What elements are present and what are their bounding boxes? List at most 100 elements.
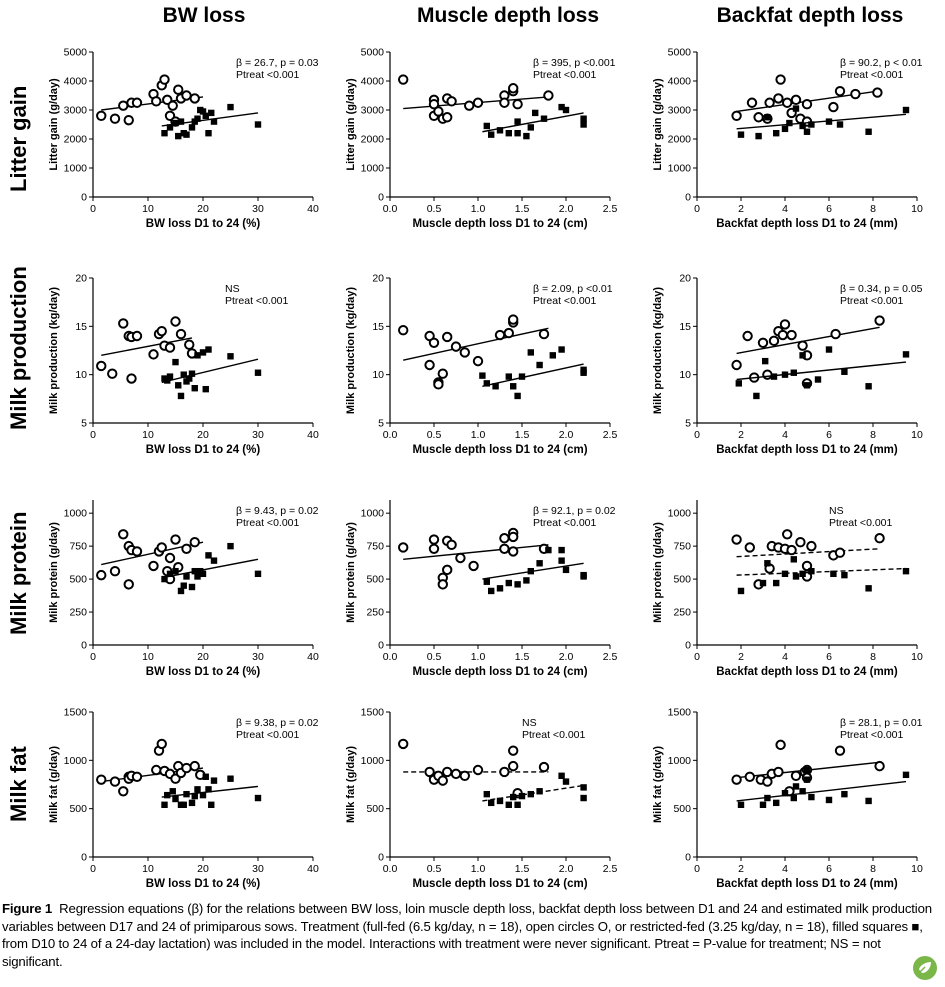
data-point-circle — [472, 97, 484, 108]
y-tick-label: 10 — [372, 369, 384, 381]
data-point-circle — [442, 112, 453, 123]
data-point-square — [483, 790, 490, 798]
data-point-square — [199, 570, 207, 578]
restricted-fed-series — [736, 556, 910, 595]
data-point-circle — [398, 325, 409, 336]
annotation-line: Ptreat <0.001 — [236, 517, 299, 529]
data-point-circle — [156, 325, 167, 337]
data-point-circle — [782, 529, 793, 540]
data-point-circle — [96, 569, 107, 581]
data-point-circle — [795, 536, 806, 548]
data-point-circle — [459, 770, 470, 781]
data-point-circle — [437, 368, 448, 379]
x-tick-label: 1.5 — [515, 429, 530, 441]
data-point-square — [762, 357, 769, 365]
x-tick-label: 2.0 — [559, 651, 574, 663]
data-point-circle — [499, 533, 510, 544]
x-tick-label: 30 — [252, 863, 264, 875]
y-tick-label: 500 — [366, 803, 384, 815]
data-point-circle — [148, 349, 159, 360]
data-point-square — [488, 587, 495, 595]
x-tick-label: 0 — [694, 429, 700, 441]
data-point-circle — [126, 373, 137, 384]
data-point-square — [514, 392, 521, 400]
annotation-line: NS — [829, 505, 844, 517]
x-tick-label: 2.0 — [559, 429, 574, 441]
data-point-circle — [538, 328, 550, 340]
data-point-square — [799, 352, 806, 359]
data-point-circle — [189, 760, 200, 772]
data-point-square — [759, 801, 767, 808]
data-point-square — [172, 567, 179, 575]
y-axis-label: Milk production (kg/day) — [48, 287, 60, 414]
data-point-circle — [96, 110, 107, 122]
data-point-square — [186, 375, 193, 382]
annotation-line: NS — [522, 717, 537, 729]
y-tick-label: 500 — [673, 803, 691, 815]
data-point-square — [172, 358, 179, 366]
data-point-square — [483, 122, 490, 130]
annotation-line: Ptreat <0.001 — [829, 517, 892, 529]
y-tick-label: 5000 — [64, 47, 88, 59]
data-point-square — [191, 385, 198, 392]
data-point-square — [781, 570, 789, 578]
data-point-square — [483, 380, 490, 387]
annotation-line: Ptreat <0.001 — [533, 69, 596, 81]
data-point-square — [753, 392, 760, 400]
full-fed-series — [96, 529, 204, 590]
y-tick-label: 5000 — [668, 47, 692, 59]
data-point-circle — [123, 114, 134, 126]
data-point-circle — [118, 529, 129, 540]
data-point-square — [773, 130, 780, 137]
data-point-circle — [508, 546, 519, 557]
data-point-circle — [830, 328, 841, 340]
restricted-fed-series — [482, 103, 587, 140]
x-tick-label: 0.0 — [383, 429, 398, 441]
data-point-square — [799, 570, 806, 578]
data-point-circle — [731, 110, 742, 122]
x-tick-label: 20 — [197, 429, 209, 441]
regression-line — [161, 358, 259, 384]
y-tick-label: 0 — [81, 640, 87, 652]
x-tick-label: 10 — [911, 429, 923, 441]
data-point-circle — [428, 99, 440, 110]
data-point-square — [161, 130, 168, 137]
data-point-square — [523, 577, 530, 584]
x-tick-label: 1.5 — [515, 863, 530, 875]
data-point-circle — [797, 340, 808, 351]
data-point-square — [205, 552, 212, 559]
data-point-square — [580, 121, 587, 128]
x-axis-label: BW loss D1 to 24 (%) — [146, 218, 261, 230]
data-point-square — [803, 128, 811, 135]
x-tick-label: 40 — [307, 429, 319, 441]
data-point-circle — [151, 96, 162, 107]
chart-1-3-litter-gain-vs-backfat-depth-loss: 0 2 4 6 8 10 0 1000 2000 3000 4000 5000 Backfat dept… — [652, 47, 923, 231]
regression-line — [403, 327, 549, 361]
data-point-circle — [468, 560, 479, 572]
data-point-circle — [424, 359, 435, 371]
data-point-square — [790, 556, 797, 563]
data-point-circle — [175, 328, 187, 340]
data-point-circle — [131, 771, 143, 782]
data-point-square — [208, 801, 215, 808]
y-tick-label: 500 — [69, 574, 87, 586]
chart-4-1-milk-fat-vs-bw-loss: 0 10 20 30 40 0 500 1000 1500 BW loss D1 to 24 (%… — [48, 707, 319, 891]
x-tick-label: 10 — [142, 863, 154, 875]
data-point-square — [781, 790, 789, 797]
data-point-square — [177, 587, 185, 595]
y-tick-label: 0 — [378, 192, 384, 204]
chart-2-3-milk-production-vs-backfat-depth-loss: 0 2 4 6 8 10 5 10 15 20 Backfat depth loss D1 to 2… — [652, 273, 923, 457]
restricted-fed-series — [161, 542, 262, 595]
data-point-square — [202, 112, 209, 119]
data-point-circle — [768, 335, 780, 347]
data-point-square — [210, 557, 218, 564]
x-tick-label: 2.5 — [603, 863, 618, 875]
full-fed-series — [398, 738, 550, 799]
data-point-square — [183, 131, 190, 138]
regression-line — [736, 361, 907, 381]
data-point-circle — [164, 552, 176, 564]
data-point-circle — [850, 88, 861, 100]
x-tick-label: 1.0 — [471, 863, 486, 875]
data-point-square — [188, 124, 196, 131]
y-tick-label: 250 — [673, 607, 691, 619]
